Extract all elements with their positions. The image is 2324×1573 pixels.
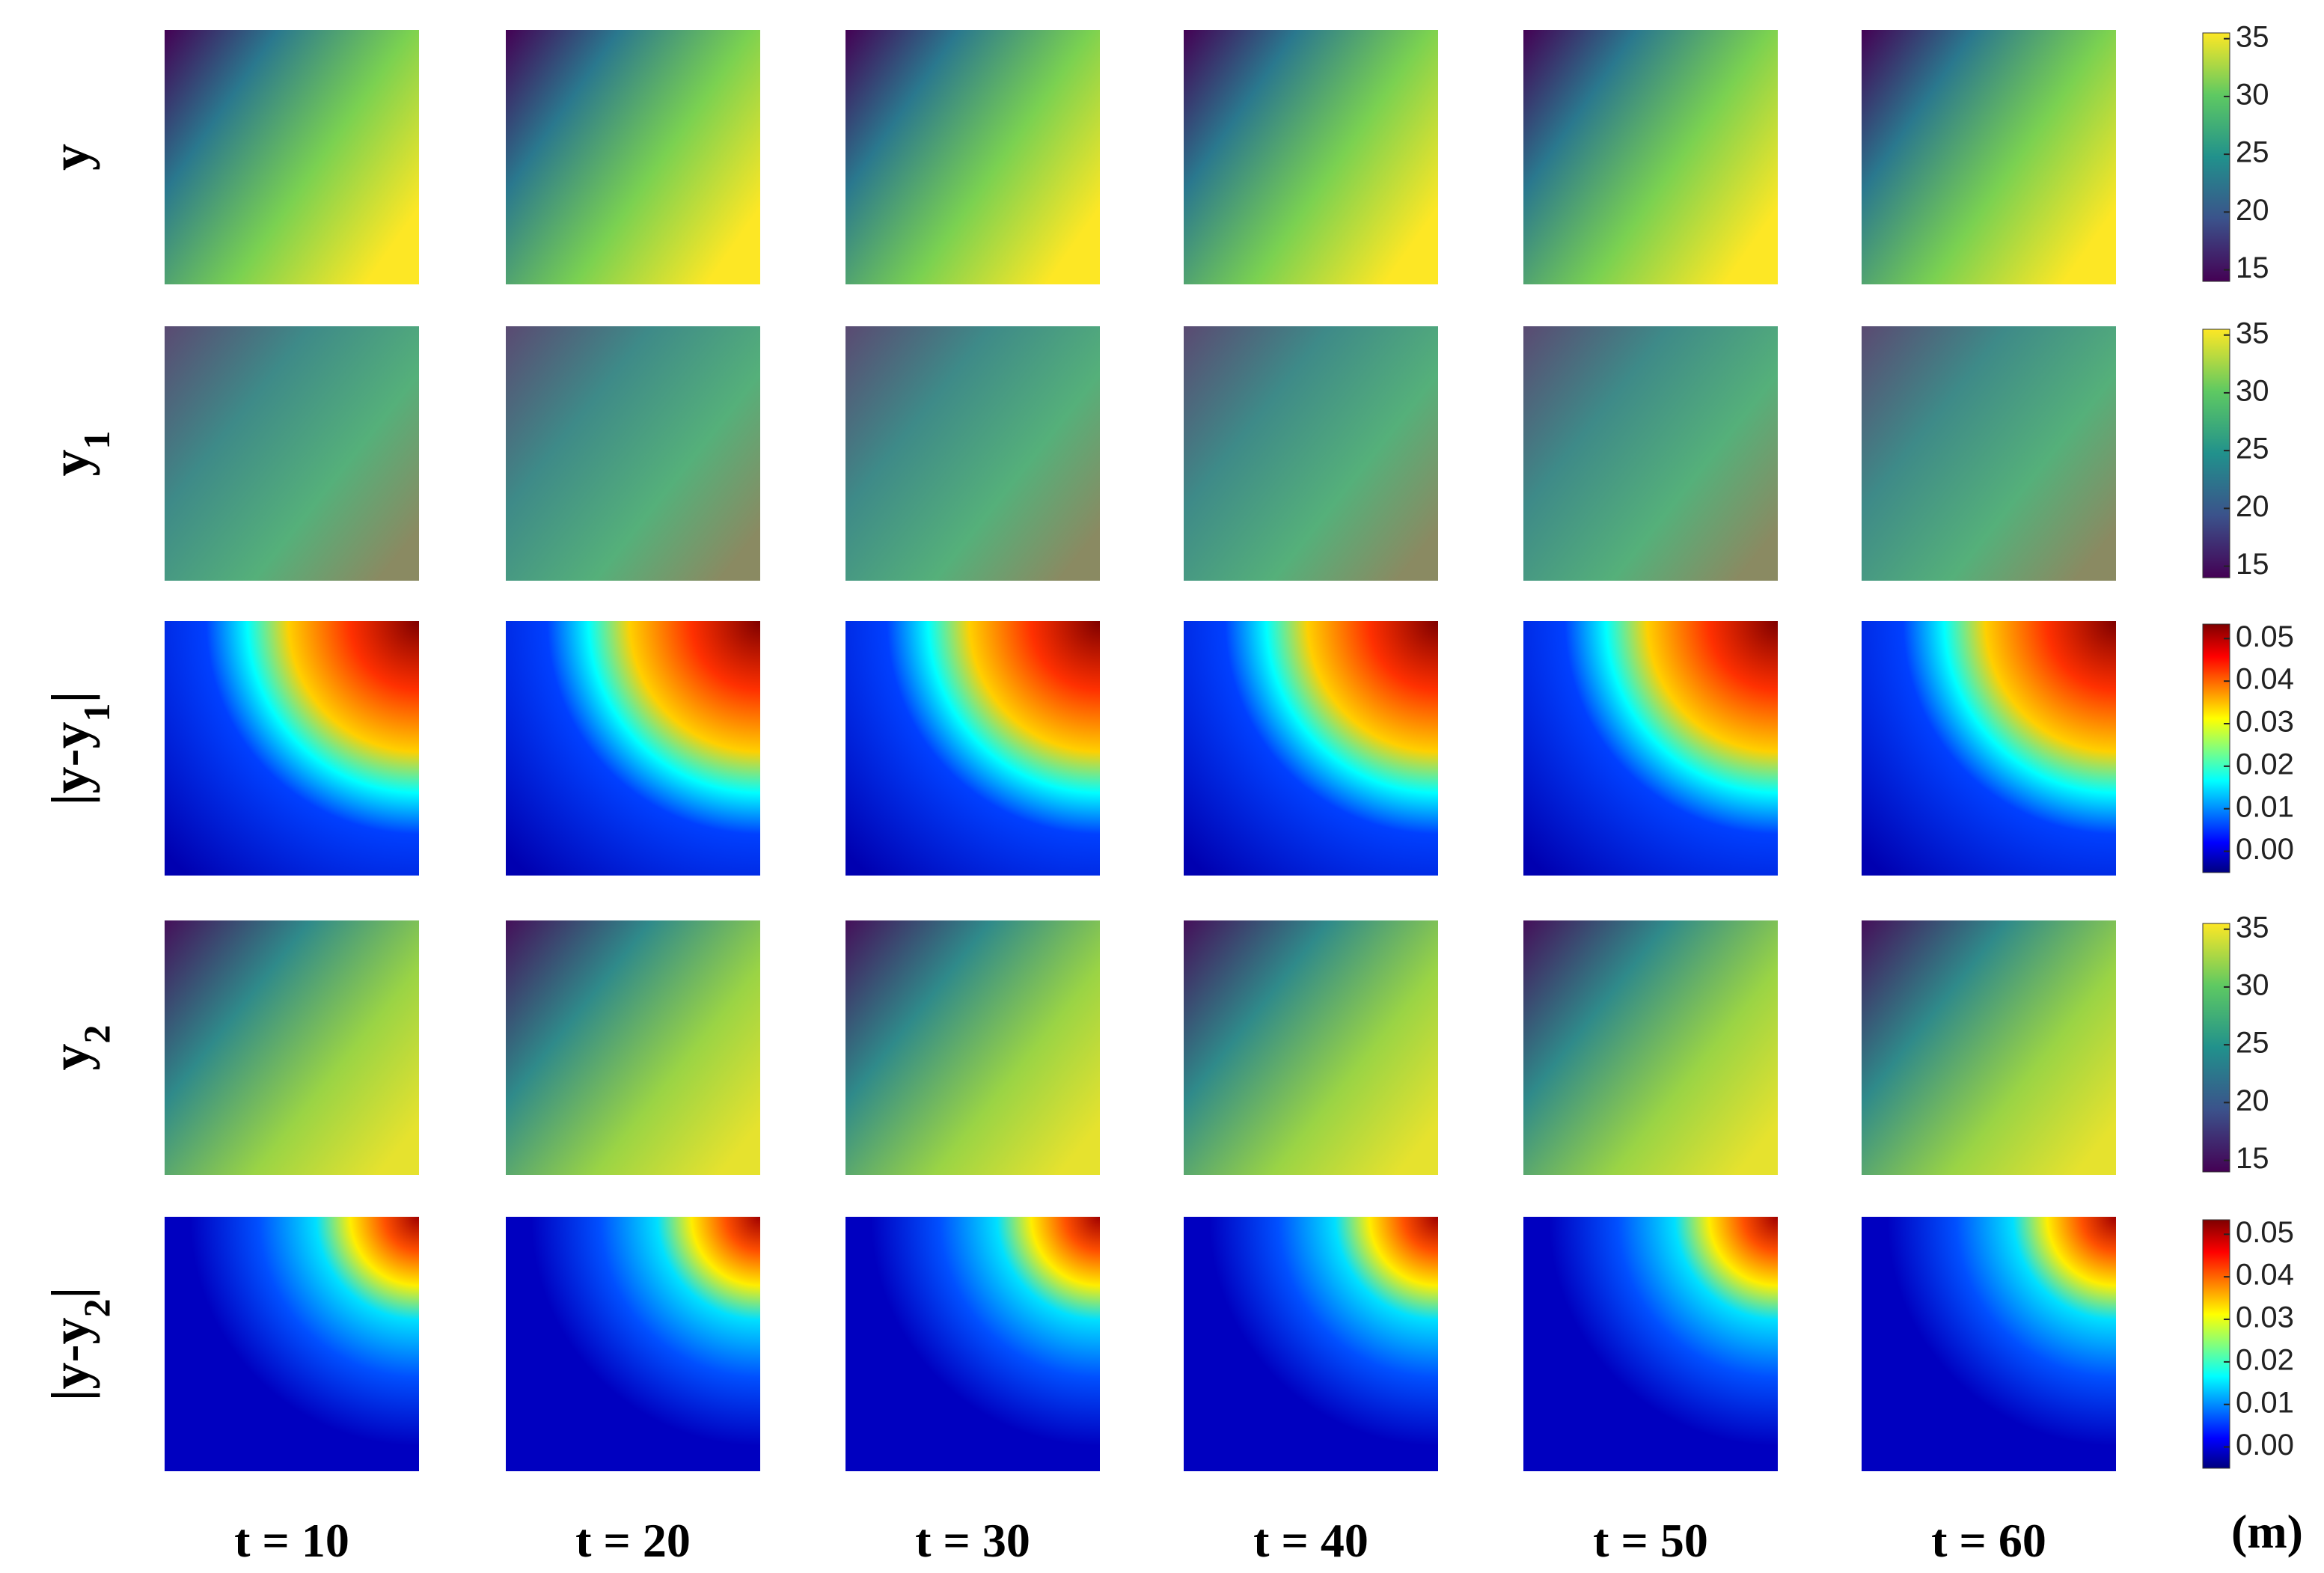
row-label-part: 1 <box>76 431 117 450</box>
colorbar-tick-label: 20 <box>2236 490 2269 523</box>
colorbar-tick-label: 20 <box>2236 1084 2269 1117</box>
column-label: t = 50 <box>1593 1514 1708 1567</box>
heatmap-panel <box>845 621 1100 876</box>
colorbar-tick-label: 0.02 <box>2236 1343 2294 1376</box>
heatmap-panel <box>1184 920 1438 1175</box>
colorbar-tick-label: 15 <box>2236 548 2269 581</box>
heatmap-panel <box>1862 621 2116 876</box>
heatmap-panel <box>1523 920 1778 1175</box>
colorbar-tick-label: 0.01 <box>2236 790 2294 823</box>
colorbar-tick-label: 25 <box>2236 433 2269 465</box>
colorbar-tick-label: 30 <box>2236 78 2269 111</box>
heatmap-panel <box>165 326 419 581</box>
colorbar-tick-label: 0.00 <box>2236 1429 2294 1461</box>
heatmap-panel <box>1184 326 1438 581</box>
colorbar-tick-label: 0.05 <box>2236 620 2294 653</box>
colorbar <box>2202 1219 2230 1469</box>
colorbar <box>2202 923 2230 1173</box>
row-label-part: | <box>40 691 100 703</box>
colorbar-tick-label: 0.03 <box>2236 706 2294 739</box>
heatmap-panel <box>845 1217 1100 1471</box>
colorbar-tick-label: 35 <box>2236 911 2269 944</box>
colorbar-tick-label: 30 <box>2236 374 2269 407</box>
column-label: t = 30 <box>915 1514 1030 1567</box>
heatmap-panel <box>506 326 760 581</box>
colorbar-tick-label: 0.03 <box>2236 1301 2294 1334</box>
heatmap-panel <box>845 920 1100 1175</box>
colorbar-tick-label: 0.05 <box>2236 1216 2294 1249</box>
heatmap-panel <box>165 1217 419 1471</box>
colorbar-tick-label: 0.04 <box>2236 663 2294 696</box>
row-label: y1 <box>40 431 117 477</box>
colorbar-tick-label: 25 <box>2236 1027 2269 1060</box>
colorbar-tick-label: 20 <box>2236 194 2269 227</box>
colorbar-tick-label: 25 <box>2236 136 2269 169</box>
column-label: t = 60 <box>1931 1514 2046 1567</box>
row-label-part: | <box>40 1287 100 1299</box>
heatmap-panel <box>1523 326 1778 581</box>
heatmap-panel <box>1862 326 2116 581</box>
row-label-part: |y-y <box>40 722 100 806</box>
heatmap-panel <box>845 326 1100 581</box>
row-label: y <box>40 144 100 171</box>
heatmap-panel <box>1184 1217 1438 1471</box>
colorbar-tick-label: 30 <box>2236 968 2269 1001</box>
heatmap-panel <box>845 30 1100 284</box>
colorbar-tick-label: 35 <box>2236 20 2269 53</box>
colorbar-tick-label: 35 <box>2236 317 2269 349</box>
row-label-part: 2 <box>76 1025 117 1044</box>
heatmap-panel <box>1523 621 1778 876</box>
row-label: |y-y2| <box>40 1287 117 1402</box>
heatmap-panel <box>165 30 419 284</box>
column-label: t = 20 <box>575 1514 691 1567</box>
colorbar-tick-label: 0.02 <box>2236 748 2294 781</box>
heatmap-panel <box>1862 920 2116 1175</box>
colorbar <box>2202 32 2230 282</box>
colorbar <box>2202 329 2230 578</box>
row-label: |y-y1| <box>40 691 117 806</box>
heatmap-panel <box>506 30 760 284</box>
colorbar-tick-label: 15 <box>2236 1142 2269 1175</box>
row-label: y2 <box>40 1025 117 1071</box>
row-label-part: y <box>40 144 100 171</box>
unit-label: (m) <box>2231 1505 2303 1558</box>
heatmap-panel <box>506 1217 760 1471</box>
heatmap-panel <box>1862 30 2116 284</box>
row-label-part: 2 <box>76 1299 117 1318</box>
column-label: t = 10 <box>234 1514 349 1567</box>
row-label-part: y <box>40 450 100 477</box>
colorbar-tick-label: 0.00 <box>2236 833 2294 866</box>
colorbar <box>2202 623 2230 873</box>
colorbar-tick-label: 0.01 <box>2236 1386 2294 1419</box>
colorbar-tick-label: 0.04 <box>2236 1259 2294 1292</box>
row-label-part: 1 <box>76 703 117 722</box>
heatmap-panel <box>1523 30 1778 284</box>
row-label-part: |y-y <box>40 1318 100 1402</box>
heatmap-panel <box>1184 30 1438 284</box>
heatmap-panel <box>1184 621 1438 876</box>
heatmap-panel <box>165 621 419 876</box>
heatmap-panel <box>506 920 760 1175</box>
heatmap-panel <box>1523 1217 1778 1471</box>
column-label: t = 40 <box>1253 1514 1369 1567</box>
heatmap-panel <box>165 920 419 1175</box>
row-label-part: y <box>40 1044 100 1071</box>
heatmap-panel <box>1862 1217 2116 1471</box>
colorbar-tick-label: 15 <box>2236 251 2269 284</box>
heatmap-panel <box>506 621 760 876</box>
